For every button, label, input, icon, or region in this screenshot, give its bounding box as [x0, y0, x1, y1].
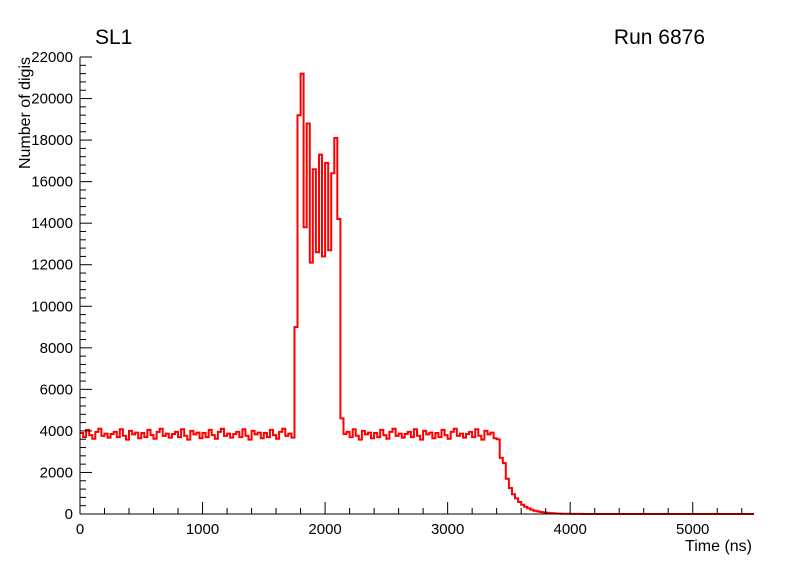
y-tick-label: 6000: [40, 381, 73, 398]
run-number-label: Run 6876: [613, 26, 705, 49]
y-tick-label: 10000: [31, 298, 73, 315]
y-tick-label: 20000: [31, 91, 73, 108]
y-tick-label: 14000: [31, 215, 73, 232]
y-tick-label: 22000: [31, 49, 73, 66]
y-tick-label: 16000: [31, 174, 73, 191]
x-tick-label: 5000: [676, 521, 709, 538]
y-tick-label: 2000: [40, 464, 73, 481]
x-axis-title: Time (ns): [685, 538, 752, 555]
y-tick-label: 8000: [40, 340, 73, 357]
x-tick-label: 1000: [186, 521, 219, 538]
y-axis-title: Number of digis: [17, 57, 34, 169]
x-tick-label: 0: [76, 521, 84, 538]
y-tick-label: 4000: [40, 423, 73, 440]
y-tick-label: 12000: [31, 257, 73, 274]
plot-title: SL1: [95, 26, 133, 49]
x-tick-label: 2000: [308, 521, 341, 538]
x-tick-label: 3000: [431, 521, 464, 538]
x-tick-label: 4000: [553, 521, 586, 538]
y-tick-label: 0: [65, 506, 73, 523]
y-tick-label: 18000: [31, 132, 73, 149]
series-line: [80, 72, 754, 515]
